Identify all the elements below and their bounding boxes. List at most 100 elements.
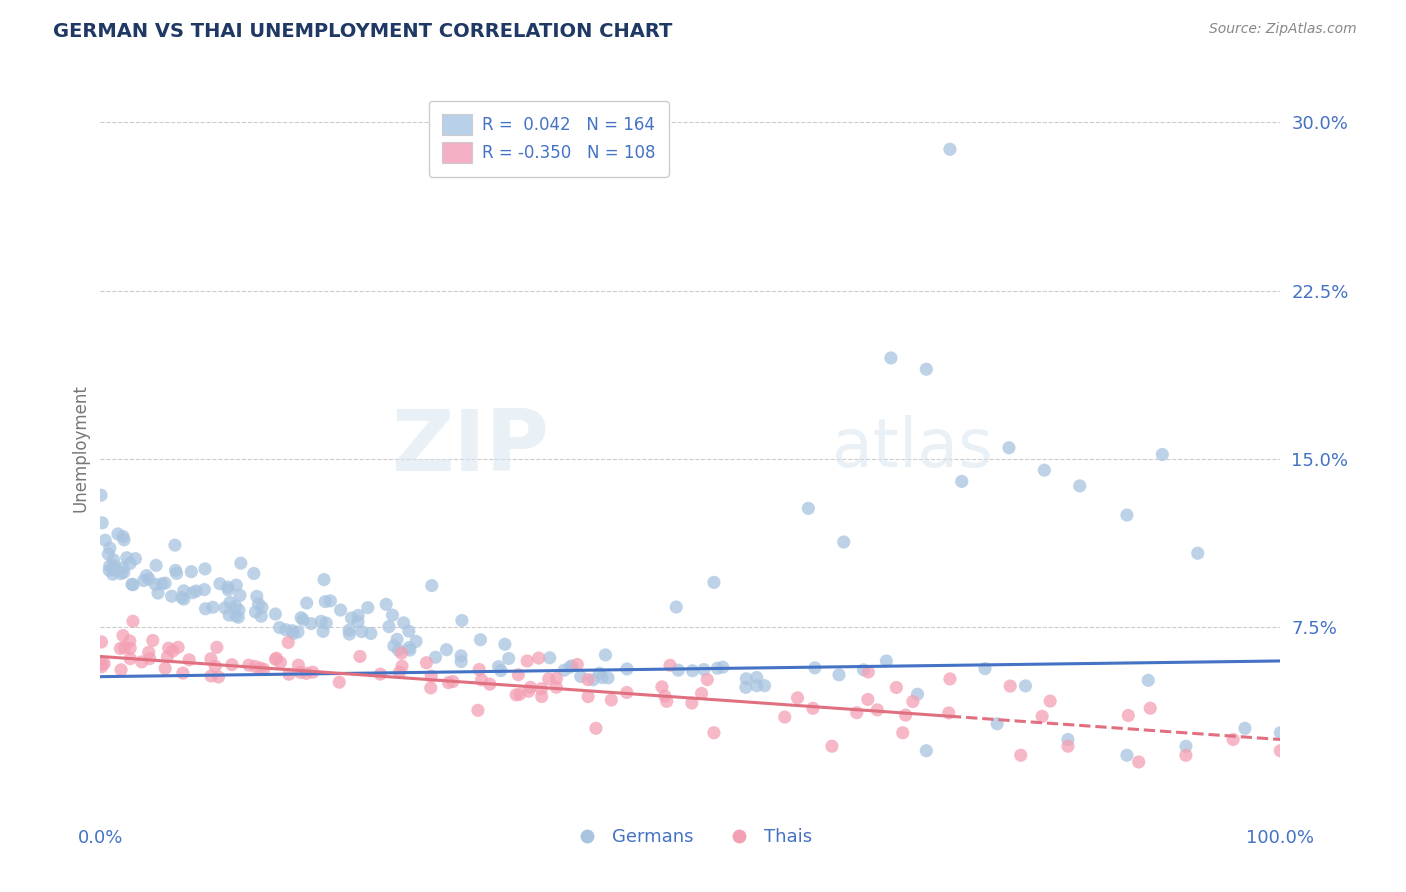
Point <box>1270 725 1292 739</box>
Point <box>370 667 392 681</box>
Point <box>225 599 247 614</box>
Point <box>264 607 287 621</box>
Point <box>852 663 875 677</box>
Point <box>654 689 676 703</box>
Point <box>347 615 370 629</box>
Point <box>337 624 360 638</box>
Point <box>101 567 124 582</box>
Point <box>616 662 638 676</box>
Point <box>567 657 589 672</box>
Point <box>90 488 112 502</box>
Point <box>112 566 135 580</box>
Point <box>378 619 401 633</box>
Point <box>703 575 725 590</box>
Point <box>172 666 194 681</box>
Point <box>437 675 460 690</box>
Point <box>97 547 120 561</box>
Point <box>690 686 713 700</box>
Point <box>470 673 492 687</box>
Point <box>194 562 217 576</box>
Point <box>553 663 575 677</box>
Point <box>665 600 688 615</box>
Point <box>153 576 176 591</box>
Point <box>120 651 142 665</box>
Point <box>561 659 583 673</box>
Point <box>398 624 420 639</box>
Point <box>1116 748 1139 763</box>
Point <box>655 694 678 708</box>
Point <box>938 706 960 720</box>
Point <box>120 557 142 571</box>
Point <box>207 670 229 684</box>
Point <box>450 655 472 669</box>
Point <box>120 641 142 656</box>
Point <box>1152 448 1174 462</box>
Point <box>312 573 335 587</box>
Text: ZIP: ZIP <box>391 406 548 489</box>
Point <box>243 566 266 581</box>
Point <box>150 577 173 591</box>
Point <box>546 680 568 694</box>
Point <box>312 624 335 639</box>
Point <box>329 603 352 617</box>
Point <box>600 693 623 707</box>
Point <box>828 668 851 682</box>
Point <box>754 679 776 693</box>
Point <box>200 651 222 665</box>
Point <box>283 626 305 640</box>
Point <box>530 681 553 696</box>
Point <box>340 611 363 625</box>
Point <box>225 578 247 592</box>
Point <box>576 673 599 687</box>
Point <box>773 710 796 724</box>
Point <box>659 658 682 673</box>
Point <box>866 703 889 717</box>
Point <box>111 629 134 643</box>
Point <box>295 596 318 610</box>
Point <box>91 657 114 671</box>
Point <box>537 672 560 686</box>
Point <box>90 660 112 674</box>
Text: atlas: atlas <box>832 415 993 481</box>
Point <box>145 577 167 591</box>
Point <box>703 725 725 739</box>
Point <box>112 533 135 547</box>
Point <box>124 551 146 566</box>
Point <box>287 658 309 673</box>
Point <box>398 640 420 655</box>
Point <box>786 690 808 705</box>
Point <box>450 648 472 663</box>
Point <box>246 590 269 604</box>
Point <box>1116 508 1139 522</box>
Point <box>576 690 599 704</box>
Point <box>295 666 318 681</box>
Point <box>509 687 531 701</box>
Point <box>349 649 371 664</box>
Point <box>696 673 718 687</box>
Point <box>939 142 962 156</box>
Point <box>1233 721 1256 735</box>
Point <box>110 641 132 656</box>
Point <box>157 641 180 656</box>
Point <box>217 580 239 594</box>
Point <box>269 620 291 634</box>
Point <box>138 572 160 586</box>
Point <box>832 535 855 549</box>
Point <box>221 657 243 672</box>
Point <box>894 708 917 723</box>
Point <box>405 634 427 648</box>
Point <box>142 633 165 648</box>
Point <box>111 529 134 543</box>
Point <box>420 669 443 683</box>
Point <box>821 739 844 754</box>
Legend: Germans, Thais: Germans, Thais <box>561 821 820 854</box>
Point <box>381 608 404 623</box>
Point <box>441 674 464 689</box>
Point <box>508 667 530 681</box>
Point <box>595 648 617 662</box>
Point <box>666 663 689 677</box>
Point <box>219 595 242 609</box>
Point <box>98 563 121 577</box>
Point <box>208 576 231 591</box>
Point <box>516 654 538 668</box>
